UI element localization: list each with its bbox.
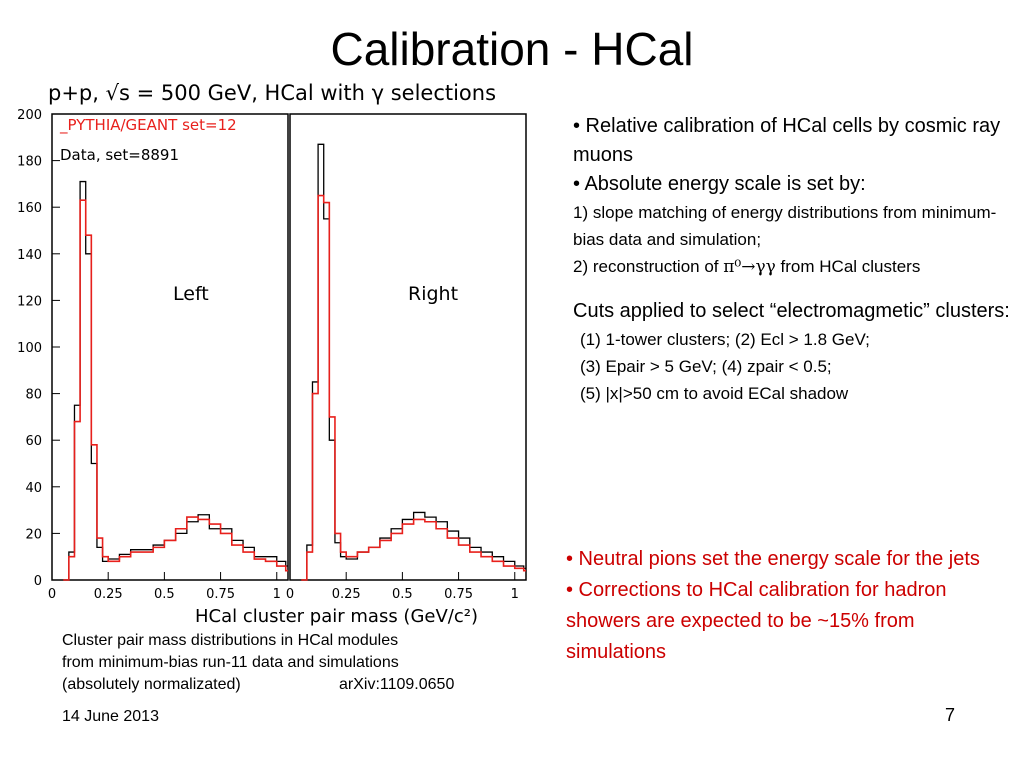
legend-simulation: _PYTHIA/GEANT set=12 xyxy=(59,116,237,135)
y-axis-ticks: 0 20 40 60 80 100 120 140 160 180 200 xyxy=(17,108,60,589)
arxiv-reference: arXiv:1109.0650 xyxy=(339,676,455,693)
x-tick-label: 0 xyxy=(48,587,56,602)
y-tick-label: 60 xyxy=(25,434,42,449)
page-number: 7 xyxy=(945,705,956,725)
data-histogram-right xyxy=(301,143,526,581)
note-item-reconstruction-prefix: 2) reconstruction of xyxy=(573,257,724,276)
x-tick-label: 0 xyxy=(286,587,294,602)
x-tick-label: 0.75 xyxy=(206,587,235,602)
y-tick-label: 140 xyxy=(17,248,42,263)
x-tick-label: 1 xyxy=(273,587,281,602)
x-tick-label: 0.5 xyxy=(392,587,413,602)
note-absolute-scale: • Absolute energy scale is set by: xyxy=(573,173,866,195)
figure-caption: Cluster pair mass distributions in HCal … xyxy=(62,630,492,696)
chart-title: p+p, √s = 500 GeV, HCal with γ selection… xyxy=(48,81,496,105)
pi0-gamma-gamma-symbol: π⁰→γγ xyxy=(723,257,776,277)
y-tick-label: 20 xyxy=(25,527,42,542)
note-hcal-corrections: • Corrections to HCal calibration for ha… xyxy=(566,579,947,663)
cut-list-item: (1) 1-tower clusters; (2) Ecl > 1.8 GeV; xyxy=(580,330,870,349)
slide-title: Calibration - HCal xyxy=(330,23,694,75)
note-item-reconstruction: 2) reconstruction of π⁰→γγ from HCal clu… xyxy=(573,253,1018,281)
cut-list-item: (3) Epair > 5 GeV; (4) zpair < 0.5; xyxy=(580,357,832,376)
y-tick-label: 100 xyxy=(17,341,42,356)
calibration-chart: p+p, √s = 500 GeV, HCal with γ selection… xyxy=(17,81,527,627)
caption-line: Cluster pair mass distributions in HCal … xyxy=(62,632,399,649)
histogram-series xyxy=(63,143,526,581)
y-tick-label: 120 xyxy=(17,294,42,309)
x-tick-label: 0.5 xyxy=(154,587,175,602)
simulation-histogram-right xyxy=(301,194,526,581)
y-tick-label: 80 xyxy=(25,388,42,403)
x-tick-label: 0.25 xyxy=(94,587,123,602)
note-item-reconstruction-suffix: from HCal clusters xyxy=(775,257,921,276)
panel-label-left: Left xyxy=(173,283,209,305)
footer-date: 14 June 2013 xyxy=(62,708,159,725)
cut-list-item: (5) |x|>50 cm to avoid ECal shadow xyxy=(580,384,849,403)
note-neutral-pions: • Neutral pions set the energy scale for… xyxy=(566,548,980,570)
note-relative-calibration: • Relative calibration of HCal cells by … xyxy=(573,115,1001,166)
x-axis-ticks: 0 0.25 0.5 0.75 1 0 0.25 0.5 0.75 1 xyxy=(48,572,519,602)
x-tick-label: 0.25 xyxy=(332,587,361,602)
y-tick-label: 200 xyxy=(17,108,42,123)
y-tick-label: 40 xyxy=(25,481,42,496)
simulation-histogram-left xyxy=(63,199,288,581)
y-tick-label: 160 xyxy=(17,201,42,216)
caption-line: from minimum-bias run-11 data and simula… xyxy=(62,654,399,671)
caption-line: (absolutely normalizated) xyxy=(62,676,241,693)
right-panel-frame xyxy=(289,113,527,581)
cuts-heading: Cuts applied to select “electromagmetic”… xyxy=(573,300,1010,322)
legend-data: Data, set=8891 xyxy=(60,146,179,164)
left-panel-frame xyxy=(51,113,289,581)
note-item-slope-matching: 1) slope matching of energy distribution… xyxy=(573,203,997,249)
panel-label-right: Right xyxy=(408,283,458,305)
notes-panel: • Relative calibration of HCal cells by … xyxy=(573,112,1018,407)
y-tick-label: 0 xyxy=(34,574,42,589)
x-axis-label: HCal cluster pair mass (GeV/c²) xyxy=(195,606,478,627)
red-notes-panel: • Neutral pions set the energy scale for… xyxy=(566,544,1016,668)
x-tick-label: 1 xyxy=(511,587,519,602)
x-tick-label: 0.75 xyxy=(444,587,473,602)
y-tick-label: 180 xyxy=(17,155,42,170)
